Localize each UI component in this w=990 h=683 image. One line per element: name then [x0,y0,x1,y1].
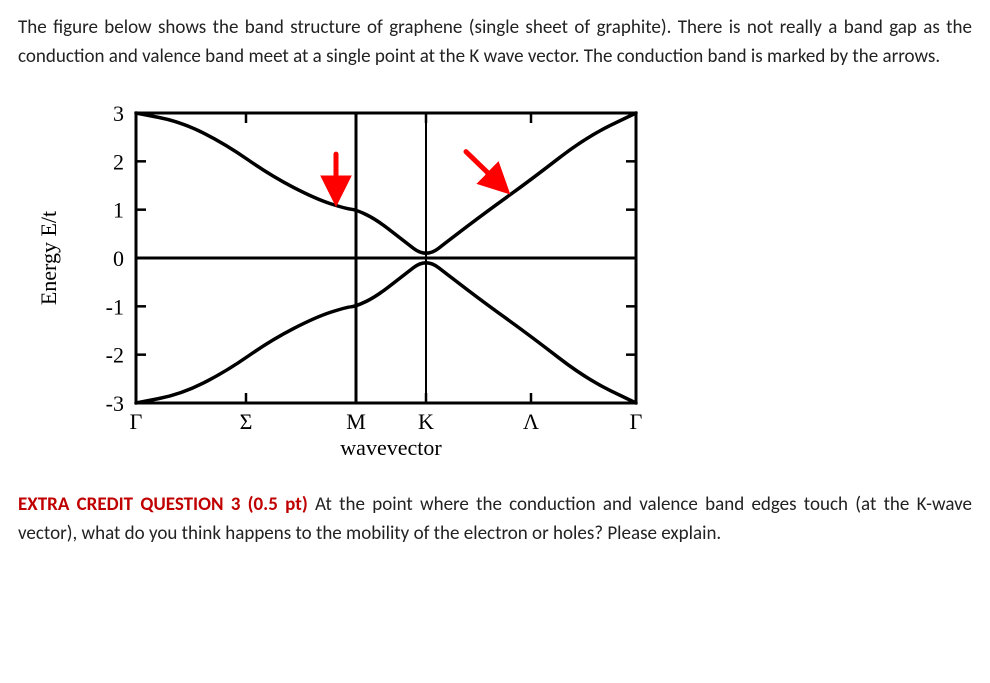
svg-text:Γ: Γ [130,409,143,434]
svg-text:wavevector: wavevector [340,435,442,460]
intro-paragraph: The figure below shows the band structur… [18,14,972,71]
svg-text:-3: -3 [106,391,124,416]
question-paragraph: EXTRA CREDIT QUESTION 3 (0.5 pt) At the … [18,491,972,548]
svg-text:Γ: Γ [630,409,643,434]
svg-text:K: K [418,409,434,434]
svg-text:Λ: Λ [523,409,539,434]
svg-text:Σ: Σ [240,409,253,434]
svg-text:2: 2 [113,149,124,174]
svg-text:M: M [346,409,366,434]
svg-text:3: 3 [113,101,124,126]
svg-text:-2: -2 [106,343,124,368]
svg-text:Energy E/t: Energy E/t [36,211,61,305]
question-label: EXTRA CREDIT QUESTION 3 (0.5 pt) [18,493,308,516]
band-structure-chart: -3 -2 -1 0 1 2 3 Energy E/t Γ Σ M K Λ Γwavevector [28,91,658,461]
svg-text:0: 0 [113,246,124,271]
svg-text:1: 1 [113,198,124,223]
svg-text:-1: -1 [106,294,124,319]
chart-svg: -3 -2 -1 0 1 2 3 Energy E/t Γ Σ M K Λ Γwavevector [28,91,658,461]
